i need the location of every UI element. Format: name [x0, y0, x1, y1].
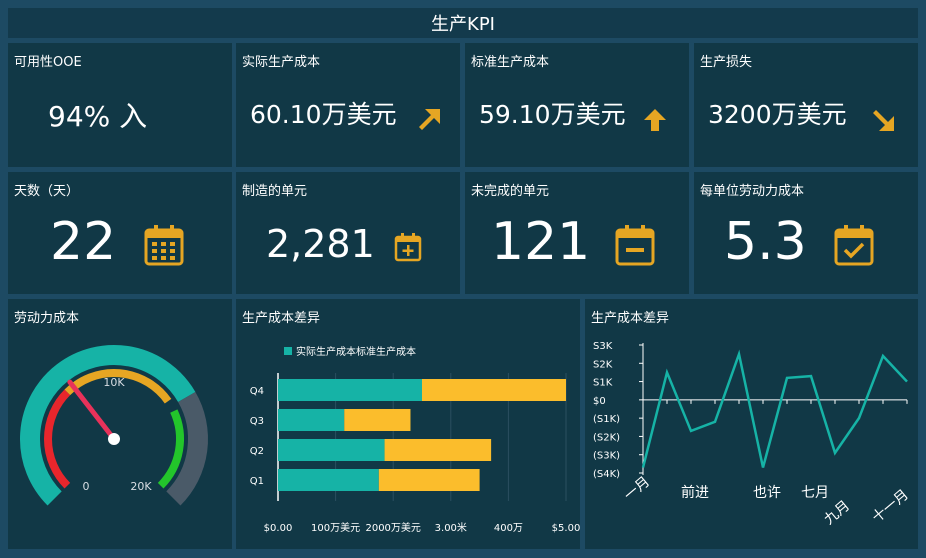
kpi-value: 121	[491, 212, 591, 272]
line-series	[641, 349, 908, 468]
y-category-label: Q2	[250, 446, 264, 457]
y-tick-label: (S2K)	[593, 432, 620, 443]
bar-segment	[344, 409, 411, 431]
calendar-icon	[144, 225, 184, 266]
gauge-needle	[67, 379, 117, 442]
kpi-value: 2,281	[266, 222, 375, 266]
bar-segment	[378, 469, 480, 491]
kpi-value: 22	[50, 212, 117, 272]
bar-chart: 实际生产成本标准生产成本 Q4 Q3 Q2 Q1 $0.00 100万美元 2000万美元…	[250, 345, 580, 534]
kpi-card-actual-cost[interactable]: 实际生产成本 60.10万美元	[236, 43, 460, 167]
dashboard-title: 生产KPI	[431, 14, 495, 35]
y-tick-label: (S3K)	[593, 451, 620, 462]
x-tick-label: 也许	[753, 485, 781, 501]
y-tick-label: (S1K)	[593, 414, 620, 425]
kpi-card-availability[interactable]: 可用性OOE 94% 入	[8, 43, 232, 167]
kpi-card-days[interactable]: 天数（天） 22	[8, 172, 232, 294]
x-tick-label: $5.00	[552, 523, 580, 534]
gauge-max-label: 20K	[130, 480, 152, 493]
kpi-label: 未完成的单元	[471, 184, 550, 199]
kpi-card-units-made[interactable]: 制造的单元 2,281	[236, 172, 460, 294]
kpi-card-production-loss[interactable]: 生产损失 3200万美元	[694, 43, 918, 167]
kpi-label: 实际生产成本	[242, 55, 321, 70]
bar-segment	[278, 409, 345, 431]
bar-segment	[278, 439, 385, 461]
line-chart-card[interactable]: 生产成本差异 S3K S2K S1K $0 (S1K) (S2K) (S3K) (S4K) 一…	[585, 299, 918, 549]
bar-segment	[422, 379, 566, 401]
y-tick-label: S2K	[593, 359, 613, 370]
gauge-outer-teal-arc	[20, 345, 196, 506]
kpi-label: 生产损失	[700, 55, 753, 70]
kpi-card-units-unfinished[interactable]: 未完成的单元 121	[465, 172, 689, 294]
kpi-label: 天数（天）	[14, 184, 80, 199]
kpi-label: 制造的单元	[242, 184, 308, 199]
kpi-value: 60.10万美元	[250, 100, 397, 129]
legend-swatch	[284, 347, 292, 355]
kpi-value: 94% 入	[48, 100, 148, 133]
y-tick-label: $0	[593, 396, 606, 407]
bar-segment	[278, 469, 379, 491]
calendar-plus-icon	[394, 233, 422, 262]
x-tick-label: 400万	[494, 523, 523, 534]
gauge-outer-grey-arc	[166, 392, 208, 506]
x-tick-label: 2000万美元	[365, 521, 420, 534]
line-chart: S3K S2K S1K $0 (S1K) (S2K) (S3K) (S4K) 一月 前进 也许 七月…	[593, 341, 912, 528]
line-chart-title: 生产成本差异	[591, 311, 670, 326]
gauge-min-label: 0	[83, 480, 90, 493]
kpi-value: 5.3	[724, 212, 807, 272]
gauge-inner-yellow-arc	[64, 369, 172, 404]
x-tick-label: 九月	[821, 498, 853, 528]
bar-chart-card[interactable]: 生产成本差异 实际生产成本标准生产成本 Q4 Q3 Q2 Q1 $0.00 100万美元…	[236, 299, 580, 549]
y-category-label: Q4	[250, 386, 264, 397]
arrow-up-right-icon	[419, 109, 440, 130]
kpi-label: 每单位劳动力成本	[700, 184, 805, 199]
calendar-minus-icon	[615, 225, 655, 266]
y-tick-label: (S4K)	[593, 469, 620, 480]
y-category-label: Q1	[250, 476, 264, 487]
x-tick-label: 前进	[681, 484, 709, 501]
calendar-check-icon	[834, 225, 874, 266]
kpi-card-standard-cost[interactable]: 标准生产成本 59.10万美元	[465, 43, 689, 167]
kpi-value: 59.10万美元	[479, 100, 626, 129]
y-tick-label: S1K	[593, 378, 613, 389]
bar-segment	[278, 379, 422, 401]
dashboard-title-bar: 生产KPI	[8, 8, 918, 38]
bar-chart-title: 生产成本差异	[242, 311, 321, 326]
kpi-card-labor-cost-per-unit[interactable]: 每单位劳动力成本 5.3	[694, 172, 918, 294]
kpi-value: 3200万美元	[708, 100, 847, 129]
arrow-down-right-icon	[873, 110, 894, 131]
gauge-inner-green-arc	[157, 409, 184, 489]
gauge-inner-red-arc	[44, 389, 71, 489]
kpi-label: 标准生产成本	[471, 55, 550, 70]
legend-label: 实际生产成本标准生产成本	[296, 345, 416, 358]
bar-segment	[384, 439, 492, 461]
gauge-chart: 10K 0 20K	[20, 345, 208, 506]
y-category-label: Q3	[250, 416, 264, 427]
gauge-mid-label: 10K	[103, 376, 125, 389]
gauge-card-labor-cost[interactable]: 劳动力成本 10K 0 20K	[8, 299, 232, 549]
x-tick-label: 100万美元	[311, 521, 360, 534]
x-tick-label: 3.00米	[435, 521, 467, 534]
gauge-title: 劳动力成本	[14, 311, 80, 326]
kpi-label: 可用性OOE	[14, 55, 82, 70]
x-tick-label: 七月	[801, 485, 829, 501]
gauge-pivot	[108, 433, 120, 445]
x-tick-label: $0.00	[264, 523, 293, 534]
x-tick-label: 十一月	[869, 487, 911, 526]
x-tick-label: 一月	[621, 474, 653, 504]
arrow-up-icon	[644, 109, 666, 131]
y-tick-label: S3K	[593, 341, 613, 352]
